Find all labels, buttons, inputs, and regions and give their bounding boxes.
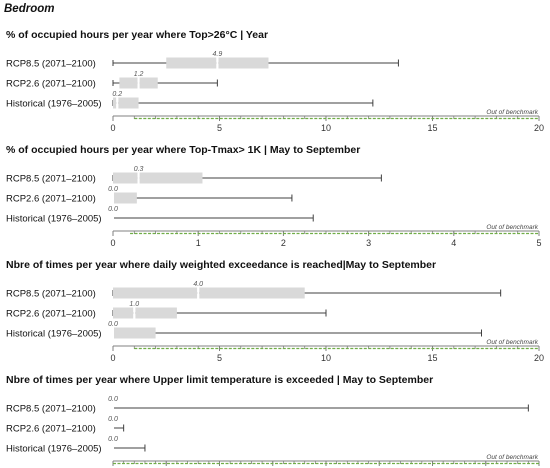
scenario-label: RCP2.6 (2071–2100) (6, 424, 96, 435)
median-value-label: 0.0 (108, 206, 118, 213)
x-tick-label: 10 (321, 353, 331, 363)
box-upper (114, 327, 156, 339)
benchmark-label: Out of benchmark (486, 339, 538, 346)
box-lower (166, 57, 217, 69)
box-lower (113, 287, 198, 299)
x-tick-label: 0 (110, 123, 115, 133)
median-value-label: 1.0 (129, 301, 139, 308)
median-value-label: 4.9 (213, 51, 223, 58)
x-tick-label: 0 (110, 238, 115, 248)
box-upper (199, 287, 305, 299)
benchmark-label: Out of benchmark (486, 109, 538, 116)
page-title: Bedroom (4, 3, 54, 15)
median-value-label: 0.2 (112, 91, 122, 98)
panel-title: Nbre of times per year where Upper limit… (6, 374, 433, 386)
x-tick-label: 15 (427, 123, 437, 133)
scenario-label: RCP2.6 (2071–2100) (6, 194, 96, 205)
panel-title: Nbre of times per year where daily weigh… (6, 259, 436, 271)
scenario-label: RCP8.5 (2071–2100) (6, 59, 96, 70)
x-tick-label: 2 (281, 238, 286, 248)
median-value-label: 0.0 (108, 396, 118, 403)
benchmark-label: Out of benchmark (486, 224, 538, 231)
box-lower (119, 77, 138, 89)
median-value-label: 0.3 (134, 166, 144, 173)
x-tick-label: 1 (196, 238, 201, 248)
scenario-label: Historical (1976–2005) (6, 214, 102, 225)
median-value-label: 4.0 (193, 281, 203, 288)
median-value-label: 0.0 (108, 321, 118, 328)
scenario-label: RCP2.6 (2071–2100) (6, 309, 96, 320)
median-value-label: 0.0 (108, 436, 118, 443)
box-upper (218, 57, 269, 69)
box-upper (118, 97, 139, 109)
x-tick-label: 5 (217, 353, 222, 363)
box-upper (135, 307, 177, 319)
x-tick-label: 5 (217, 123, 222, 133)
scenario-label: RCP2.6 (2071–2100) (6, 79, 96, 90)
box-upper (139, 172, 203, 184)
benchmark-label: Out of benchmark (486, 454, 538, 461)
panel-title: % of occupied hours per year where Top-T… (6, 144, 360, 156)
x-tick-label: 5 (536, 238, 541, 248)
x-tick-label: 0 (110, 353, 115, 363)
x-tick-label: 15 (427, 353, 437, 363)
x-tick-label: 3 (366, 238, 371, 248)
box-upper (114, 192, 137, 204)
x-tick-label: 20 (534, 353, 544, 363)
x-tick-label: 10 (321, 123, 331, 133)
scenario-label: Historical (1976–2005) (6, 329, 102, 340)
x-tick-label: 20 (534, 123, 544, 133)
x-tick-label: 4 (451, 238, 456, 248)
median-value-label: 0.0 (108, 186, 118, 193)
box-upper (139, 77, 158, 89)
scenario-label: Historical (1976–2005) (6, 444, 102, 455)
box-lower (113, 307, 134, 319)
box-lower (113, 172, 138, 184)
scenario-label: Historical (1976–2005) (6, 99, 102, 110)
median-value-label: 0.0 (108, 416, 118, 423)
scenario-label: RCP8.5 (2071–2100) (6, 289, 96, 300)
scenario-label: RCP8.5 (2071–2100) (6, 404, 96, 415)
scenario-label: RCP8.5 (2071–2100) (6, 174, 96, 185)
panel-title: % of occupied hours per year where Top>2… (6, 29, 268, 41)
box-lower (113, 97, 117, 109)
median-value-label: 1.2 (134, 71, 144, 78)
